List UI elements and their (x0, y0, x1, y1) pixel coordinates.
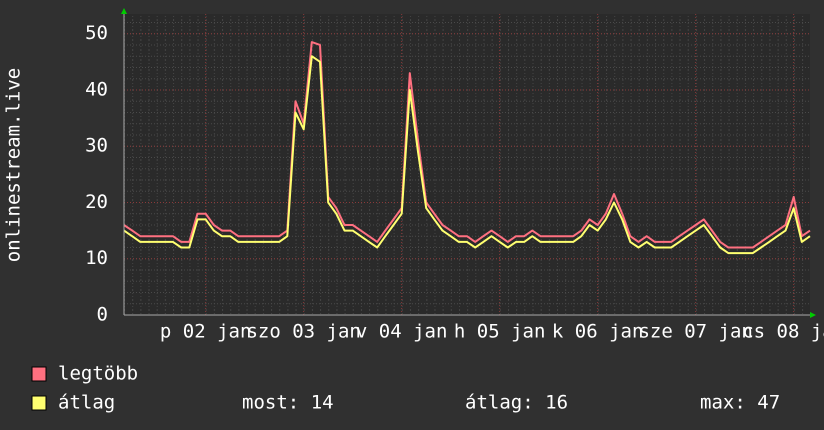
y-tick-label: 20 (85, 191, 108, 213)
stat-value: 14 (311, 392, 334, 414)
x-arrow (810, 312, 816, 318)
y-tick-label: 10 (85, 247, 108, 269)
y-tick-label: 50 (85, 22, 108, 44)
stat-label: max: (700, 392, 746, 414)
x-tick-label: szo 03 jan (246, 321, 360, 343)
stat-value: 47 (757, 392, 780, 414)
y-tick-label: 0 (97, 304, 108, 326)
series-line (123, 55, 811, 255)
x-tick-label: h 05 jan (454, 321, 546, 343)
x-tick-label: sze 07 jan (638, 321, 752, 343)
legend-label: legtöbb (58, 363, 138, 385)
y-tick-label: 30 (85, 135, 108, 157)
legend-swatch (31, 366, 47, 382)
y-tick-label: 40 (85, 78, 108, 100)
legend-label: átlag (58, 392, 115, 414)
series-line (123, 41, 811, 249)
x-tick-label: cs 08 jan (742, 321, 824, 343)
x-tick-label: v 04 jan (356, 321, 448, 343)
y-arrow (121, 8, 127, 14)
x-tick-label: k 06 jan (552, 321, 644, 343)
stat-label: most: (242, 392, 299, 414)
stat-value: 16 (545, 392, 568, 414)
x-tick-label: p 02 jan (160, 321, 252, 343)
legend-swatch (31, 395, 47, 411)
y-axis-label: onlinestream.live (3, 68, 25, 262)
stat-label: átlag: (465, 392, 534, 414)
